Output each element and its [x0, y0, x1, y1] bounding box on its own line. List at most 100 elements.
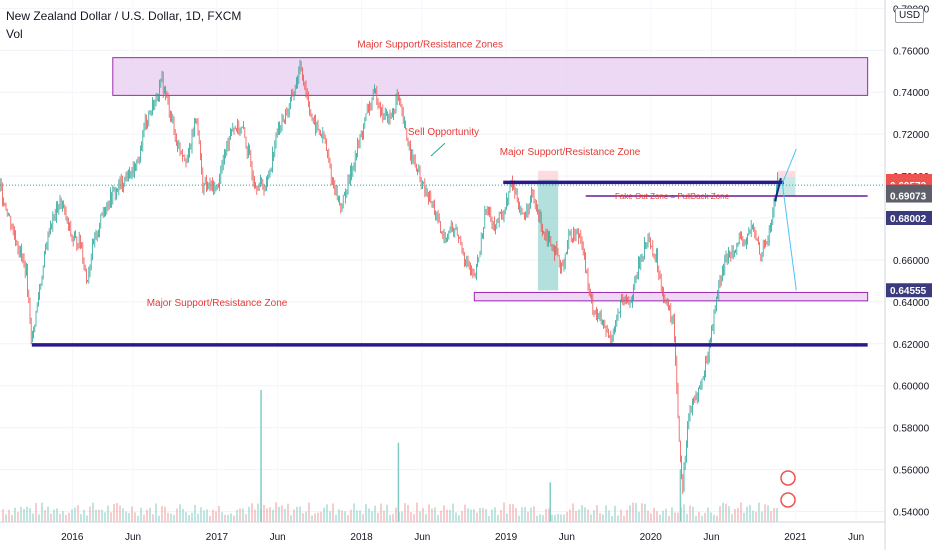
- volume-bar: [428, 504, 430, 522]
- economic-event-icon: [780, 470, 796, 486]
- volume-bar: [632, 502, 634, 522]
- volume-bar: [644, 503, 646, 522]
- volume-bar: [689, 505, 691, 522]
- x-tick-label: 2019: [495, 532, 518, 543]
- volume-bar: [164, 506, 166, 522]
- volume-bar: [587, 509, 589, 522]
- volume-bar: [206, 509, 208, 522]
- volume-bar: [731, 514, 733, 522]
- volume-bar: [305, 511, 307, 522]
- volume-bar: [152, 514, 154, 522]
- volume-bar: [314, 513, 316, 522]
- y-tick-label: 0.66000: [893, 256, 930, 267]
- volume-bar: [188, 515, 190, 522]
- volume-bar: [215, 511, 217, 522]
- volume-bar: [197, 513, 199, 522]
- volume-bar: [71, 509, 73, 522]
- volume-bar: [650, 513, 652, 522]
- volume-bar: [281, 505, 283, 522]
- volume-bar: [17, 512, 19, 522]
- volume-bar: [467, 508, 469, 522]
- volume-bar: [200, 507, 202, 522]
- volume-bar: [704, 512, 706, 522]
- volume-bar: [707, 507, 709, 522]
- volume-bar: [251, 503, 253, 522]
- volume-bar: [59, 513, 61, 522]
- y-tick-label: 0.58000: [893, 424, 930, 435]
- volume-bar: [149, 507, 151, 522]
- levels: [0, 180, 885, 347]
- volume-bar: [509, 504, 511, 522]
- volume-bar: [773, 508, 775, 522]
- volume-bar: [674, 512, 676, 522]
- volume-bar: [47, 506, 49, 522]
- volume-bar: [725, 503, 727, 522]
- volume-bar: [575, 510, 577, 522]
- volume-bar: [581, 505, 583, 522]
- volume-bar: [776, 508, 778, 522]
- volume-bar: [626, 509, 628, 522]
- volume-bar: [392, 514, 394, 522]
- volume-bar: [446, 509, 448, 522]
- volume-bar: [512, 504, 514, 522]
- volume-bar: [5, 514, 7, 522]
- y-tick-label: 0.60000: [893, 382, 930, 393]
- volume-bar: [638, 511, 640, 522]
- volume-bar: [545, 509, 547, 522]
- volume-bar: [686, 514, 688, 522]
- volume-bar: [263, 504, 265, 522]
- volume-bar: [485, 509, 487, 522]
- volume-bar: [23, 509, 25, 522]
- candles: [0, 59, 778, 495]
- x-tick-label: 2020: [640, 532, 663, 543]
- volume-bar: [608, 510, 610, 522]
- volume-bar: [131, 506, 133, 522]
- volume-bar: [368, 508, 370, 522]
- volume-bar: [338, 509, 340, 522]
- volume-bar: [104, 512, 106, 522]
- volume-bar: [44, 510, 46, 522]
- level-label: Major Support/Resistance Zone: [500, 147, 641, 158]
- projection-arrow: [781, 183, 797, 291]
- volume-bar: [191, 512, 193, 522]
- volume-bar: [161, 506, 163, 522]
- volume-bar: [38, 514, 40, 522]
- y-tick-label: 0.64000: [893, 298, 930, 309]
- volume-bar: [473, 509, 475, 522]
- volume-bar: [344, 511, 346, 522]
- volume-bar: [80, 514, 82, 522]
- volume-bar: [404, 503, 406, 522]
- volume-bar: [290, 515, 292, 522]
- x-tick-label: Jun: [559, 532, 575, 543]
- volume-bar: [593, 510, 595, 522]
- volume-bar: [143, 514, 145, 522]
- volume-bar: [113, 503, 115, 522]
- y-tick-label: 0.54000: [893, 508, 930, 519]
- volume-bar: [92, 502, 94, 522]
- volume-bar: [176, 508, 178, 522]
- volume-bar: [98, 509, 100, 522]
- volume-bar: [617, 515, 619, 522]
- volume-bar: [62, 511, 64, 522]
- projection-arrow: [781, 148, 797, 184]
- volume-bar: [584, 507, 586, 522]
- volume-bar: [647, 510, 649, 522]
- volume-bar: [239, 508, 241, 522]
- volume-bar: [272, 509, 274, 522]
- volume-bar: [758, 502, 760, 522]
- price-label-bg: [886, 210, 932, 225]
- volume-spike: [397, 442, 400, 522]
- volume-bar: [476, 512, 478, 522]
- volume-bar: [236, 509, 238, 522]
- volume-bar: [35, 502, 37, 522]
- volume-bar: [569, 509, 571, 522]
- volume-bar: [557, 513, 559, 522]
- volume-bar: [224, 514, 226, 522]
- currency-badge[interactable]: USD: [895, 8, 925, 23]
- volume-bar: [656, 511, 658, 522]
- volume-bar: [386, 504, 388, 522]
- price-label: 0.64555: [890, 286, 927, 297]
- volume-bar: [440, 510, 442, 522]
